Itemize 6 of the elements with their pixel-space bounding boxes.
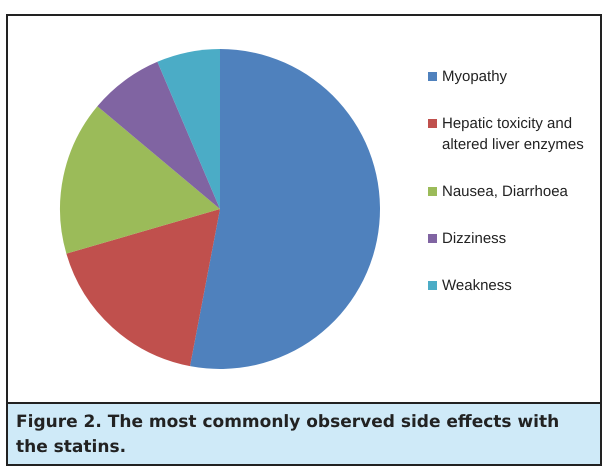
legend-label: Hepatic toxicity and altered liver enzymes (442, 114, 585, 155)
legend-label: Dizziness (442, 229, 506, 249)
caption: Figure 2. The most commonly observed side effects with the statins. (16, 411, 560, 459)
legend-label: Nausea, Diarrhoea (442, 182, 568, 202)
legend-label: Weakness (442, 276, 512, 296)
legend-label: Myopathy (442, 67, 508, 87)
